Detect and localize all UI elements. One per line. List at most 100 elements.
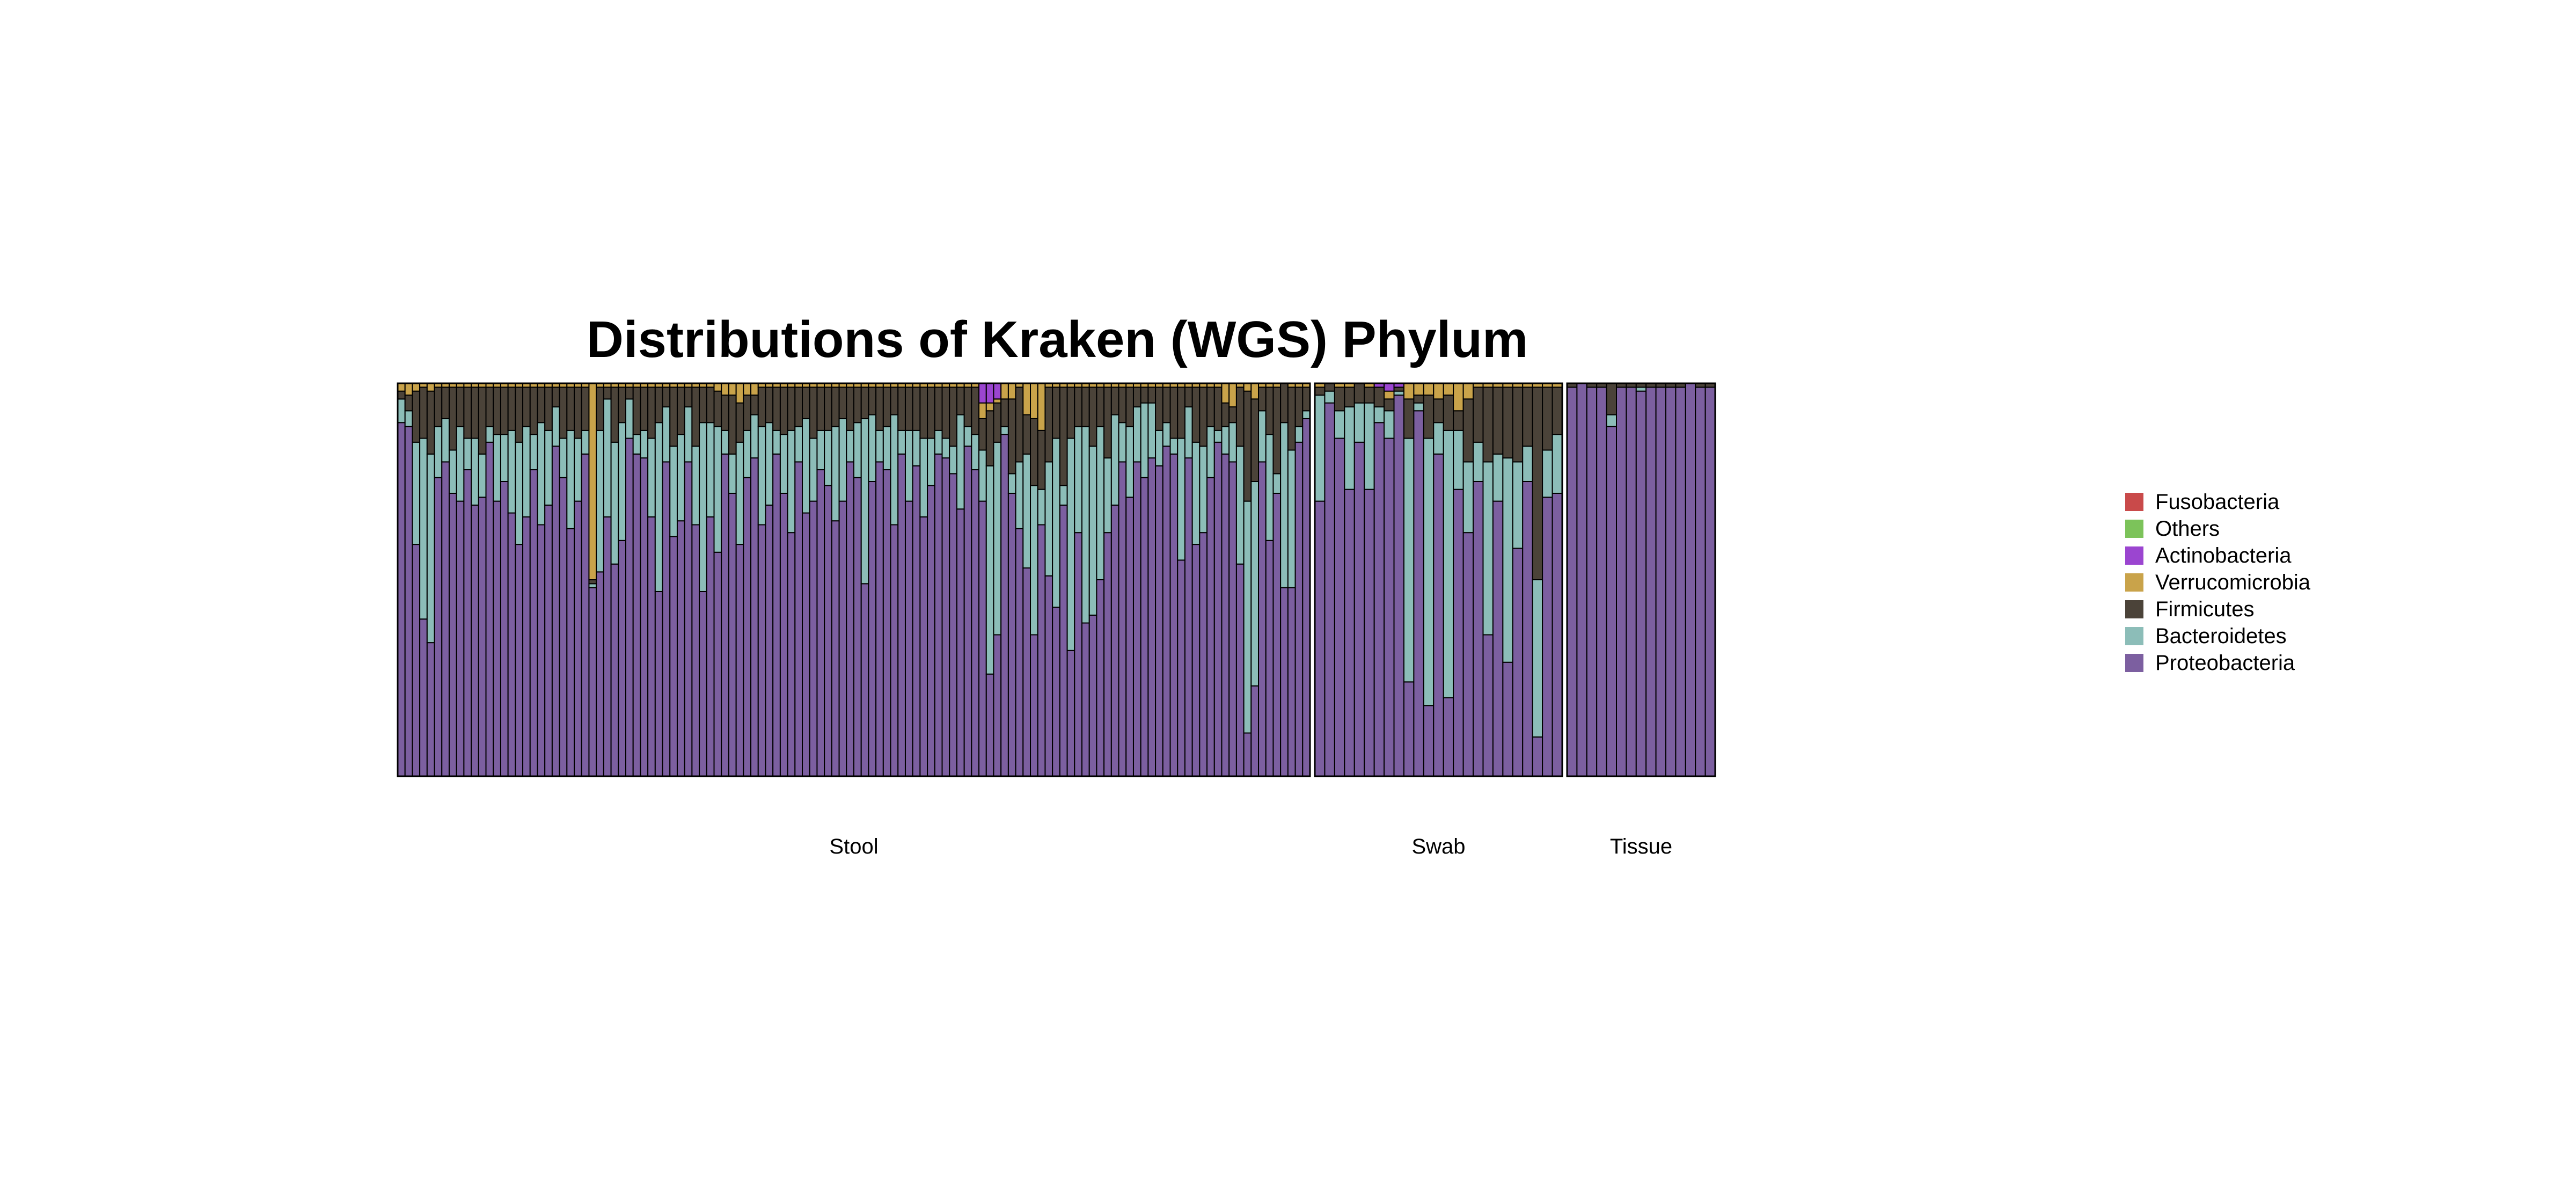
bar-segment-bacteroidetes	[632, 434, 641, 455]
bar-segment-proteobacteria	[1088, 614, 1097, 777]
bar-segment-proteobacteria	[1675, 387, 1686, 777]
bar-segment-firmicutes	[456, 387, 465, 427]
bar-segment-proteobacteria	[1280, 587, 1289, 777]
bar-segment-bacteroidetes	[1066, 438, 1075, 651]
bar-segment-bacteroidetes	[1177, 438, 1185, 561]
bar-segment-bacteroidetes	[1147, 402, 1157, 459]
bar-segment-firmicutes	[544, 387, 553, 431]
bar-segment-bacteroidetes	[500, 434, 509, 482]
bar-segment-firmicutes	[1403, 398, 1415, 439]
bar-segment-firmicutes	[625, 387, 634, 400]
bar-segment-firmicutes	[566, 387, 575, 431]
bar-segment-firmicutes	[1110, 387, 1119, 415]
bar-segment-firmicutes	[1413, 394, 1424, 404]
bar-segment-bacteroidetes	[927, 438, 935, 486]
bar-segment-proteobacteria	[1443, 697, 1454, 777]
panel-swab	[1314, 382, 1563, 777]
bar-segment-bacteroidetes	[1364, 402, 1375, 490]
bar-segment-proteobacteria	[1052, 607, 1060, 777]
bar-segment-proteobacteria	[802, 512, 810, 777]
bar-segment-proteobacteria	[757, 524, 766, 777]
bar-segment-proteobacteria	[1433, 453, 1444, 777]
bar-segment-verrucomicrobia	[1022, 383, 1031, 415]
bar-segment-proteobacteria	[654, 590, 663, 777]
bar-segment-verrucomicrobia	[397, 383, 406, 392]
bar-segment-bacteroidetes	[956, 414, 965, 510]
bar-segment-firmicutes	[1059, 387, 1068, 486]
bar-segment-firmicutes	[1280, 383, 1289, 424]
bar-segment-bacteroidetes	[1243, 500, 1252, 734]
bar-segment-proteobacteria	[1596, 387, 1607, 777]
bar-segment-firmicutes	[1542, 387, 1553, 451]
bar-segment-bacteroidetes	[1443, 429, 1454, 698]
bar-segment-proteobacteria	[1462, 532, 1474, 777]
legend-label-fusobacteria: Fusobacteria	[2155, 490, 2280, 514]
bar-segment-proteobacteria	[1213, 441, 1223, 777]
bar-segment-firmicutes	[419, 387, 428, 439]
bar-segment-proteobacteria	[1000, 434, 1009, 777]
bar-segment-firmicutes	[1353, 383, 1365, 404]
group-label-swab: Swab	[1411, 835, 1465, 858]
bar-segment-firmicutes	[574, 387, 582, 439]
bar-segment-firmicutes	[1462, 398, 1474, 463]
bar-segment-proteobacteria	[515, 544, 524, 777]
bar-segment-proteobacteria	[1235, 563, 1245, 777]
bar-segment-proteobacteria	[721, 453, 729, 777]
bar-segment-proteobacteria	[1576, 383, 1587, 777]
bar-segment-firmicutes	[434, 387, 443, 427]
bar-segment-proteobacteria	[735, 544, 744, 777]
bar-segment-verrucomicrobia	[588, 383, 597, 580]
group-label-tissue: Tissue	[1610, 835, 1672, 858]
legend-label-bacteroidetes: Bacteroidetes	[2155, 624, 2287, 648]
bar-segment-bacteroidetes	[463, 438, 472, 471]
bar-segment-proteobacteria	[1243, 732, 1252, 777]
bar-segment-proteobacteria	[1147, 457, 1157, 777]
bar-segment-firmicutes	[1206, 387, 1215, 427]
bar-segment-proteobacteria	[1118, 461, 1127, 777]
bar-segment-bacteroidetes	[603, 398, 612, 517]
bar-segment-proteobacteria	[1423, 705, 1435, 777]
bar-segment-bacteroidetes	[441, 418, 450, 463]
bar-segment-proteobacteria	[1015, 528, 1024, 777]
bar-segment-firmicutes	[1314, 387, 1326, 396]
bar-segment-firmicutes	[485, 387, 494, 427]
bar-segment-verrucomicrobia	[721, 383, 729, 396]
bar-segment-bacteroidetes	[485, 426, 494, 443]
bar-segment-actinobacteria	[993, 383, 1002, 400]
bar-segment-proteobacteria	[1512, 548, 1524, 777]
bar-segment-bacteroidetes	[684, 406, 693, 463]
bar-segment-proteobacteria	[1606, 426, 1618, 777]
bar-segment-bacteroidetes	[978, 449, 987, 502]
bar-segment-bacteroidetes	[904, 429, 913, 502]
bar-segment-bacteroidetes	[1000, 426, 1009, 435]
bar-segment-bacteroidetes	[1502, 457, 1513, 663]
bar-segment-proteobacteria	[1635, 390, 1647, 777]
bar-segment-bacteroidetes	[1473, 441, 1484, 482]
bar-segment-proteobacteria	[978, 500, 987, 777]
bar-segment-firmicutes	[463, 387, 472, 439]
bar-segment-bacteroidetes	[787, 429, 796, 534]
bar-segment-proteobacteria	[419, 618, 428, 777]
bar-segment-firmicutes	[838, 387, 847, 419]
bar-segment-proteobacteria	[676, 520, 685, 777]
bar-segment-bacteroidetes	[426, 453, 435, 644]
bar-segment-bacteroidetes	[676, 434, 685, 522]
bar-segment-bacteroidetes	[1110, 414, 1119, 506]
bar-segment-proteobacteria	[1655, 387, 1667, 777]
bar-segment-proteobacteria	[478, 497, 487, 777]
bar-segment-proteobacteria	[691, 524, 700, 777]
legend: Fusobacteria Others Actinobacteria Verrucom…	[2125, 490, 2311, 675]
bar-segment-proteobacteria	[912, 465, 921, 777]
bar-segment-verrucomicrobia	[1413, 383, 1424, 396]
bar-segment-bacteroidetes	[1140, 402, 1149, 478]
legend-swatch-fusobacteria	[2125, 493, 2143, 511]
bar-segment-bacteroidetes	[750, 414, 759, 459]
bar-segment-proteobacteria	[897, 453, 906, 777]
bar-segment-bacteroidetes	[794, 426, 803, 463]
bar-segment-proteobacteria	[1228, 461, 1237, 777]
bar-segment-bacteroidetes	[559, 438, 568, 478]
bar-segment-proteobacteria	[1294, 441, 1304, 777]
bar-segment-bacteroidetes	[860, 418, 869, 585]
bar-segment-firmicutes	[448, 387, 457, 451]
bar-segment-proteobacteria	[1364, 489, 1375, 777]
